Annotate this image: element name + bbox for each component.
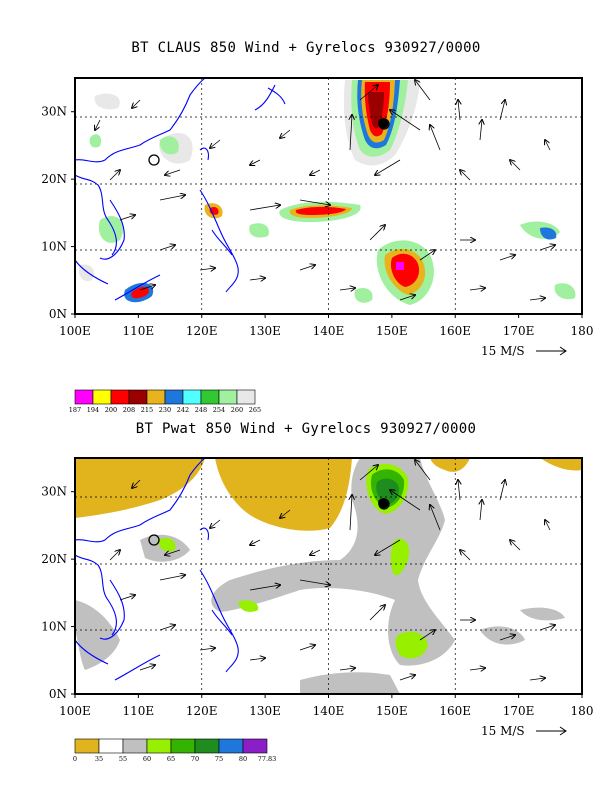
legend-swatch bbox=[74, 738, 100, 754]
legend-swatch bbox=[146, 389, 166, 405]
y-tick-label: 10N bbox=[41, 240, 67, 254]
legend-value: 0 bbox=[73, 755, 77, 763]
x-tick-label: 150E bbox=[376, 324, 408, 338]
x-tick-label: 160E bbox=[439, 324, 471, 338]
y-tick-label: 10N bbox=[41, 620, 67, 634]
legend-value: 60 bbox=[143, 755, 151, 763]
x-tick-label: 130E bbox=[249, 324, 281, 338]
x-tick-label: 140E bbox=[313, 704, 345, 718]
gyre-markers bbox=[148, 118, 390, 166]
scale-arrows bbox=[536, 346, 567, 736]
panel1-legend: 187 194 200 208 215 230 242 248 254 260 265 bbox=[69, 389, 261, 414]
panel1-map bbox=[75, 78, 582, 314]
coastline-2 bbox=[75, 458, 239, 681]
legend-value: 65 bbox=[167, 755, 175, 763]
legend-value: 265 bbox=[249, 406, 261, 414]
legend-value: 230 bbox=[159, 406, 171, 414]
legend-value: 248 bbox=[195, 406, 207, 414]
y-tick-label: 20N bbox=[41, 552, 67, 566]
x-tick-label: 160E bbox=[439, 704, 471, 718]
legend-value: 75 bbox=[215, 755, 223, 763]
legend-swatch bbox=[164, 389, 184, 405]
x-tick-label: 110E bbox=[123, 704, 155, 718]
panel2-title: BT Pwat 850 Wind + Gyrelocs 930927/0000 bbox=[135, 421, 477, 437]
legend-swatch bbox=[146, 738, 172, 754]
legend-value: 55 bbox=[119, 755, 127, 763]
legend-swatch bbox=[92, 389, 112, 405]
legend-value: 35 bbox=[95, 755, 103, 763]
x-tick-label: 100E bbox=[59, 324, 91, 338]
legend-value: 80 bbox=[239, 755, 247, 763]
gyre-markers-2 bbox=[148, 498, 390, 546]
legend-swatch bbox=[128, 389, 148, 405]
legend-value: 208 bbox=[123, 406, 135, 414]
x-tick-label: 170E bbox=[503, 324, 535, 338]
legend-swatch bbox=[194, 738, 220, 754]
legend-value: 215 bbox=[141, 406, 153, 414]
legend-swatch bbox=[98, 738, 124, 754]
x-tick-label: 120E bbox=[186, 704, 218, 718]
legend-value: 187 bbox=[69, 406, 81, 414]
y-tick-label: 30N bbox=[41, 485, 67, 499]
legend-swatch bbox=[170, 738, 196, 754]
x-tick-label: 120E bbox=[186, 324, 218, 338]
x-tick-label: 150E bbox=[376, 704, 408, 718]
legend-swatch bbox=[218, 738, 244, 754]
legend-swatch bbox=[122, 738, 148, 754]
wind-vectors bbox=[95, 80, 555, 300]
legend-value: 70 bbox=[191, 755, 199, 763]
legend-value: 260 bbox=[231, 406, 243, 414]
legend-swatch bbox=[218, 389, 238, 405]
x-tick-label: 170E bbox=[503, 704, 535, 718]
x-tick-label: 180 bbox=[571, 324, 594, 338]
x-tick-label: 100E bbox=[59, 704, 91, 718]
panel2-legend: 0 35 55 60 65 70 75 80 77.83 bbox=[73, 738, 277, 763]
legend-value: 194 bbox=[87, 406, 99, 414]
x-tick-label: 130E bbox=[249, 704, 281, 718]
grid-lines bbox=[75, 78, 582, 314]
legend-swatch bbox=[110, 389, 130, 405]
axis-labels: 100E 110E 120E 130E 140E 150E 160E 170E 180 0N 10N… bbox=[41, 105, 593, 718]
x-tick-label: 140E bbox=[313, 324, 345, 338]
legend-value: 242 bbox=[177, 406, 189, 414]
coastline bbox=[75, 78, 286, 301]
x-tick-label: 110E bbox=[123, 324, 155, 338]
y-tick-label: 20N bbox=[41, 172, 67, 186]
grid-lines-2 bbox=[75, 458, 582, 694]
legend-swatch bbox=[242, 738, 268, 754]
legend-swatch bbox=[200, 389, 220, 405]
panel1-scale-label: 15 M/S bbox=[481, 344, 525, 358]
panel2-scale-label: 15 M/S bbox=[481, 724, 525, 738]
panel1-title: BT CLAUS 850 Wind + Gyrelocs 930927/0000 bbox=[131, 40, 481, 56]
cloud-shading bbox=[78, 80, 576, 305]
y-tick-label: 0N bbox=[49, 687, 67, 701]
wind-vectors-2 bbox=[109, 460, 555, 680]
legend-swatch bbox=[236, 389, 256, 405]
legend-value: 77.83 bbox=[258, 755, 277, 763]
panel2-map bbox=[75, 458, 582, 694]
legend-value: 254 bbox=[213, 406, 225, 414]
y-tick-label: 0N bbox=[49, 307, 67, 321]
y-tick-label: 30N bbox=[41, 105, 67, 119]
legend-swatch bbox=[74, 389, 94, 405]
legend-swatch bbox=[182, 389, 202, 405]
legend-value: 200 bbox=[105, 406, 117, 414]
x-tick-label: 180 bbox=[571, 704, 594, 718]
